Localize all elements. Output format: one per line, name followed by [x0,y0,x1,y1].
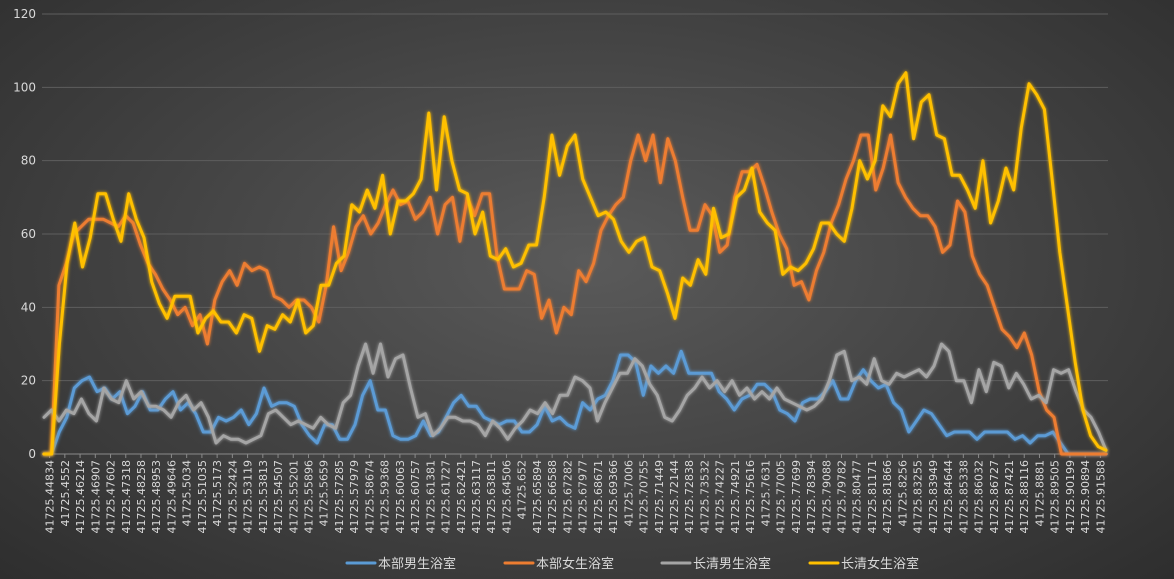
x-tick-label: 41725.84644 [942,460,955,533]
x-tick-label: 41725.51035 [196,460,209,533]
x-tick-label: 41725.79782 [836,460,849,533]
x-tick-label: 41725.71449 [653,460,666,533]
x-tick-label: 41725.67977 [577,460,590,533]
x-tick-label: 41725.83949 [927,460,940,533]
x-tick-label: 41725.63117 [470,460,483,533]
x-tick-label: 41725.53119 [242,460,255,533]
x-tick-label: 41725.77699 [790,460,803,533]
x-tick-label: 41725.47602 [105,460,118,533]
y-tick-label: 120 [13,7,36,21]
y-tick-label: 20 [21,374,36,388]
y-tick-label: 80 [21,154,36,168]
x-tick-label: 41725.61727 [440,460,453,533]
x-tick-label: 41725.63811 [485,460,498,533]
x-tick-label: 41725.77005 [775,460,788,533]
x-tick-label: 41725.57285 [333,460,346,533]
series-line-1 [42,133,1108,456]
x-tick-label: 41725.46214 [74,460,87,533]
x-tick-label: 41725.75616 [744,460,757,533]
x-tick-label: 41725.60063 [394,460,407,533]
x-tick-label: 41725.79088 [820,460,833,533]
series-line-3 [42,71,1108,456]
x-tick-label: 41725.5173 [211,460,224,526]
legend-label: 本部男生浴室 [378,556,456,572]
y-axis: 0 20 40 60 80 100 120 [13,7,36,461]
x-tick-label: 41725.81866 [881,460,894,533]
x-tick-label: 41725.61381 [424,460,437,533]
x-tick-label: 41725.7631 [759,460,772,526]
x-tick-label: 41725.49646 [165,460,178,533]
y-tick-label: 100 [13,80,36,94]
x-tick-label: 41725.652 [516,460,529,520]
x-tick-label: 41725.88116 [1018,460,1031,533]
x-tick-label: 41725.57979 [348,460,361,533]
x-tick-label: 41725.65894 [531,460,544,533]
x-tick-label: 41725.73532 [698,460,711,533]
x-axis: 41725.44834 41725.4552 41725.46214 41725.46… [44,454,1107,533]
legend-label: 长清女生浴室 [841,556,919,572]
x-tick-label: 41725.53813 [257,460,270,533]
x-tick-label: 41725.47318 [120,460,133,533]
y-tick-label: 40 [21,300,36,314]
legend-label: 长清男生浴室 [693,556,771,572]
legend: 本部男生浴室 本部女生浴室 长清男生浴室 长清女生浴室 [345,556,919,572]
x-tick-label: 41725.7006 [622,460,635,526]
x-tick-label: 41725.58674 [363,460,376,533]
x-tick-label: 41725.72144 [668,460,681,533]
x-tick-label: 41725.8256 [896,460,909,526]
series-lines [42,71,1108,456]
x-tick-label: 41725.66588 [546,460,559,533]
x-tick-label: 41725.54507 [272,460,285,533]
gridlines [42,13,1108,455]
x-tick-label: 41725.59368 [379,460,392,533]
x-tick-label: 41725.48953 [150,460,163,533]
x-tick-label: 41725.72838 [683,460,696,533]
x-tick-label: 41725.68671 [592,460,605,533]
x-tick-label: 41725.81171 [866,460,879,533]
x-tick-label: 41725.90894 [1079,460,1092,533]
x-tick-label: 41725.87421 [1003,460,1016,533]
x-tick-label: 41725.70755 [638,460,651,533]
x-tick-label: 41725.91588 [1094,460,1107,533]
x-tick-label: 41725.52424 [226,460,239,533]
series-line-2 [42,342,1108,452]
series-line-0 [42,349,1108,456]
x-tick-label: 41725.55201 [287,460,300,533]
x-tick-label: 41725.8881 [1033,460,1046,526]
x-tick-label: 41725.85338 [957,460,970,533]
y-tick-label: 60 [21,227,36,241]
legend-label: 本部女生浴室 [536,556,614,572]
x-tick-label: 41725.55896 [303,460,316,533]
x-tick-label: 41725.46907 [89,460,102,533]
x-tick-label: 41725.5034 [181,460,194,526]
x-tick-label: 41725.74227 [714,460,727,533]
x-tick-label: 41725.60757 [409,460,422,533]
x-tick-label: 41725.86032 [973,460,986,533]
x-tick-label: 41725.80477 [851,460,864,533]
x-tick-label: 41725.4552 [59,460,72,526]
x-tick-label: 41725.64506 [500,460,513,533]
x-tick-label: 41725.44834 [44,460,57,533]
x-tick-label: 41725.5659 [318,460,331,526]
x-tick-label: 41725.69366 [607,460,620,533]
x-tick-label: 41725.62421 [455,460,468,533]
y-tick-label: 0 [28,447,36,461]
x-tick-label: 41725.90199 [1064,460,1077,533]
x-tick-label: 41725.48258 [135,460,148,533]
x-tick-label: 41725.74921 [729,460,742,533]
x-tick-label: 41725.89505 [1049,460,1062,533]
x-tick-label: 41725.67282 [561,460,574,533]
x-tick-label: 41725.83255 [912,460,925,533]
x-tick-label: 41725.78394 [805,460,818,533]
x-tick-label: 41725.86727 [988,460,1001,533]
